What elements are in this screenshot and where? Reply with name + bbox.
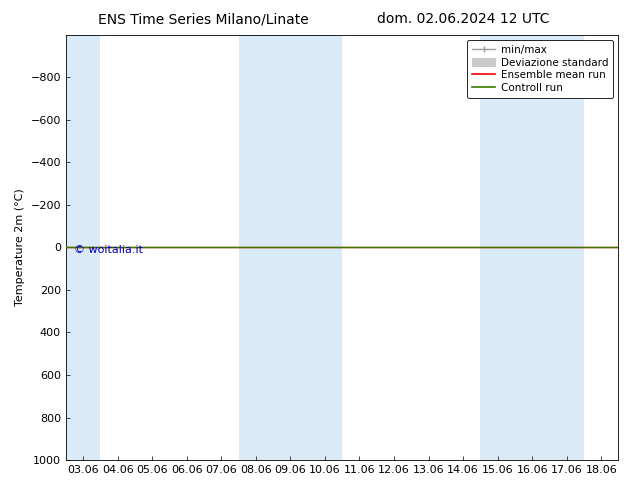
Y-axis label: Temperature 2m (°C): Temperature 2m (°C) xyxy=(15,189,25,306)
Legend: min/max, Deviazione standard, Ensemble mean run, Controll run: min/max, Deviazione standard, Ensemble m… xyxy=(467,40,613,98)
Text: dom. 02.06.2024 12 UTC: dom. 02.06.2024 12 UTC xyxy=(377,12,549,26)
Bar xyxy=(481,35,584,460)
Text: © woitalia.it: © woitalia.it xyxy=(74,245,143,255)
Bar xyxy=(238,35,342,460)
Bar xyxy=(66,35,100,460)
Text: ENS Time Series Milano/Linate: ENS Time Series Milano/Linate xyxy=(98,12,308,26)
